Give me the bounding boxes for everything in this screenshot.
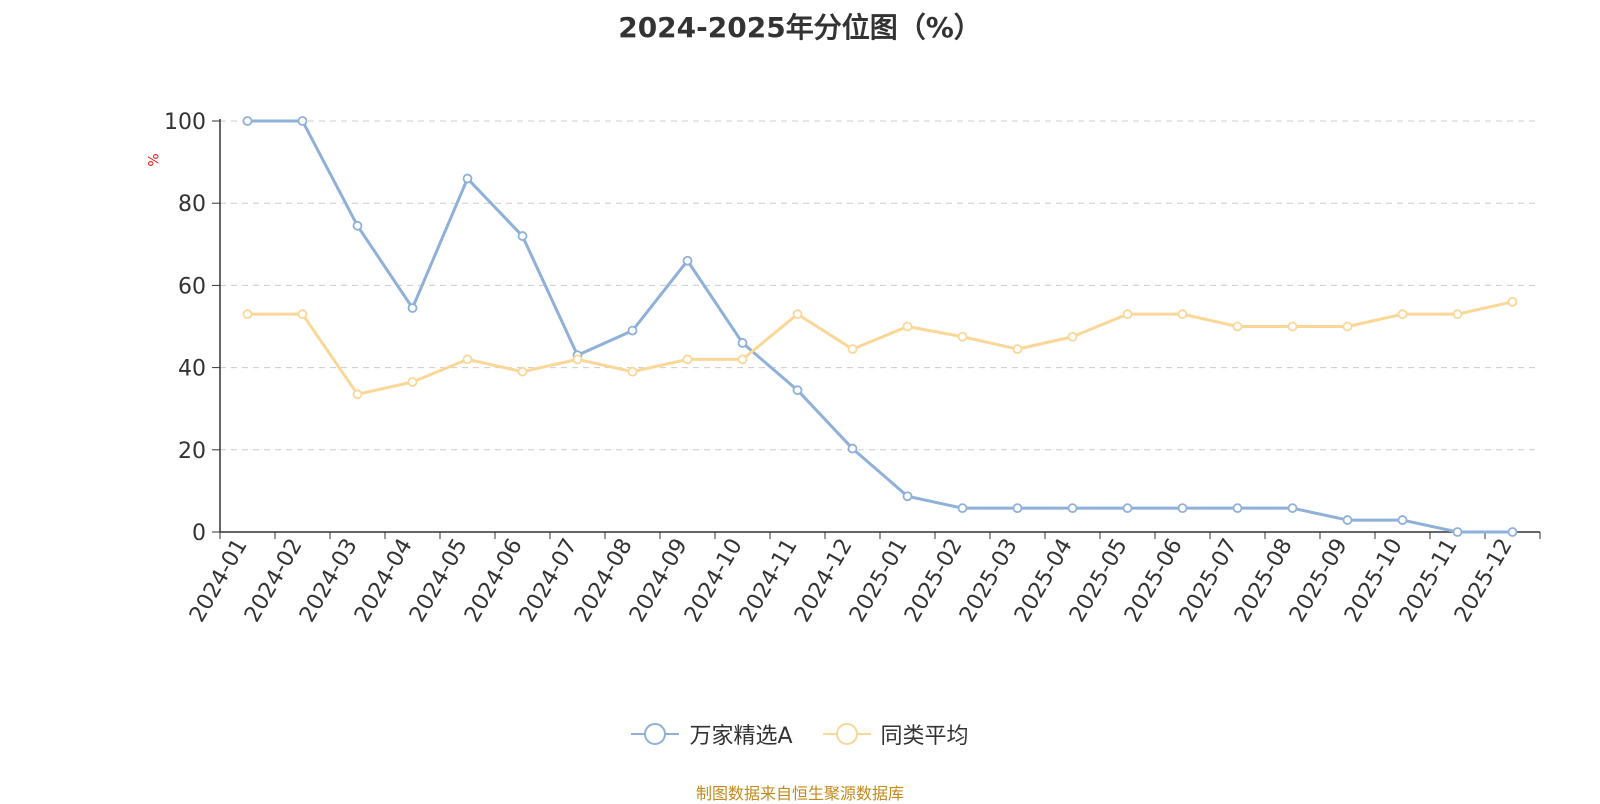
- y-tick-label-80: 80: [178, 192, 206, 217]
- series-2-point-2025-07: [1232, 321, 1243, 332]
- series-1-point-2025-10: [1397, 515, 1408, 525]
- series-2-point-2025-10: [1397, 309, 1408, 320]
- series-1-point-2025-02: [957, 503, 968, 514]
- series-1-point-2025-09: [1342, 515, 1353, 525]
- series-2-point-2024-11: [792, 309, 803, 320]
- series-1-point-2025-11: [1452, 527, 1463, 537]
- series-1-point-2024-06: [517, 231, 528, 241]
- series-2-point-2024-06: [517, 366, 528, 377]
- series-1-point-2025-06: [1177, 503, 1188, 514]
- legend-item-series-1[interactable]: 万家精选A: [631, 718, 793, 750]
- series-1-point-2024-05: [462, 173, 473, 184]
- series-2-point-2024-03: [352, 389, 363, 400]
- series-2-point-2024-05: [462, 354, 473, 365]
- chart-title: 2024-2025年分位图（%）: [618, 11, 982, 44]
- series-2-point-2024-10: [737, 354, 748, 365]
- series-1-point-2024-11: [792, 385, 803, 396]
- series-2-point-2025-08: [1287, 321, 1298, 332]
- y-tick-label-40: 40: [178, 357, 206, 382]
- series-1-point-2024-08: [627, 325, 638, 336]
- series-2-point-2025-09: [1342, 321, 1353, 332]
- series-line-1: [247, 119, 1513, 534]
- series-1-point-2025-03: [1012, 503, 1023, 514]
- y-tick-label-20: 20: [178, 439, 206, 464]
- legend-swatch-series-1: [631, 723, 680, 745]
- series-2-point-2025-01: [902, 321, 913, 332]
- series-1-point-2024-02: [297, 116, 308, 126]
- series-2-point-2024-04: [407, 377, 418, 387]
- series-1-point-2025-07: [1232, 503, 1243, 514]
- series-1-point-2025-08: [1287, 503, 1298, 514]
- series-2-point-2024-12: [847, 344, 858, 355]
- series-1-point-2024-09: [682, 255, 693, 266]
- series-2-point-2025-02: [957, 331, 968, 342]
- series-1-point-2024-01: [242, 116, 253, 126]
- series-line-2: [247, 300, 1513, 396]
- series-2-point-2024-02: [297, 309, 308, 320]
- series-1-point-2024-12: [847, 443, 858, 454]
- line-chart: 0204060801002024-012024-022024-032024-04…: [164, 110, 1541, 627]
- series-2-point-2024-01: [242, 309, 253, 320]
- series-1-point-2024-04: [407, 303, 418, 313]
- y-tick-label-60: 60: [178, 274, 206, 299]
- y-tick-label-0: 0: [192, 521, 206, 546]
- series-2-point-2025-04: [1067, 331, 1078, 342]
- source-note: 制图数据来自恒生聚源数据库: [695, 784, 904, 803]
- legend-swatch-series-2: [822, 723, 871, 745]
- series-1-point-2025-05: [1122, 503, 1133, 514]
- series-2-point-2025-03: [1012, 344, 1023, 355]
- series-1-point-2025-04: [1067, 503, 1078, 514]
- series-2-point-2024-08: [627, 366, 638, 377]
- legend-item-series-2[interactable]: 同类平均: [822, 718, 969, 750]
- y-tick-label-100: 100: [164, 110, 206, 135]
- legend: 万家精选A 同类平均: [0, 718, 1600, 750]
- legend-label-series-2: 同类平均: [880, 724, 969, 749]
- series-1-point-2025-01: [902, 491, 913, 502]
- series-2-point-2024-09: [682, 354, 693, 365]
- series-2-point-2025-05: [1122, 309, 1133, 320]
- series-2-point-2024-07: [572, 354, 583, 365]
- series-1-point-2024-10: [737, 338, 748, 348]
- series-2-point-2025-06: [1177, 309, 1188, 320]
- series-1-point-2024-03: [352, 220, 363, 231]
- series-1-point-2025-12: [1507, 527, 1518, 537]
- series-2-point-2025-12: [1507, 296, 1518, 307]
- legend-label-series-1: 万家精选A: [689, 724, 793, 749]
- series-2-point-2025-11: [1452, 309, 1463, 320]
